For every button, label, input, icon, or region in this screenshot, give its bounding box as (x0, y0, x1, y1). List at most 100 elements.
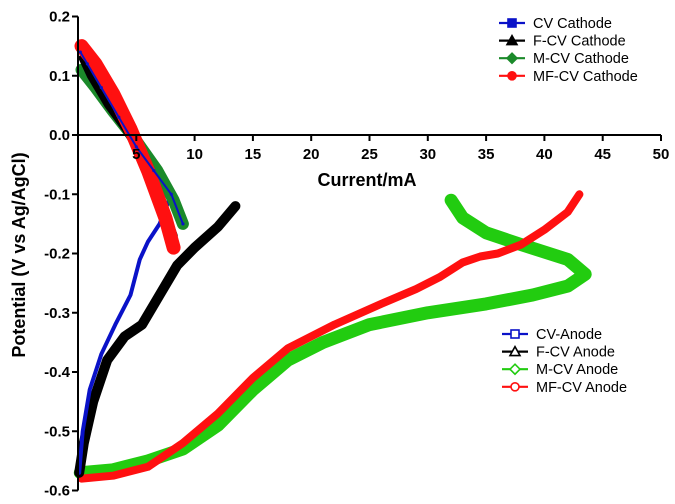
x-tick-label: 10 (186, 146, 203, 163)
y-ticks: 0.2 0.1 0.0 -0.1 -0.2 -0.3 -0.4 -0.5 -0.6 (44, 9, 78, 500)
series-cv-cathode-point (85, 62, 89, 66)
x-tick-label: 30 (419, 146, 436, 163)
series-m-cv-anode-point (449, 198, 453, 202)
series-m-cv-anode-point (111, 468, 115, 472)
series-cv-cathode-point (78, 50, 82, 54)
series-mf-cv-anode-point (566, 210, 570, 214)
series-m-cv-anode-point (484, 231, 488, 235)
x-ticks: 5 10 15 20 25 30 35 40 45 50 (132, 135, 669, 163)
series-cv-cathode-point (181, 222, 185, 226)
series-mf-cv-cathode-point (111, 91, 115, 96)
legend-label-m-cv-anode: M-CV Anode (536, 362, 618, 378)
series-cv-anode-point (138, 257, 142, 262)
series-cv-anode-point (146, 240, 150, 244)
y-tick-label: 0.1 (49, 68, 70, 85)
x-tick-label: 40 (536, 146, 553, 163)
legend-label-mf-cv-anode: MF-CV Anode (536, 380, 627, 396)
series-cv-anode-point (128, 293, 133, 297)
axes: 5 10 15 20 25 30 35 40 45 50 0.2 0.1 0.0 -0.1 -0.2 -0.… (44, 9, 669, 500)
legend-label-cv-cathode: CV Cathode (533, 16, 612, 32)
y-tick-label: -0.2 (44, 246, 70, 263)
series-cv-cathode-point (134, 145, 138, 149)
legend-marker-mf-cv-cathode (507, 71, 517, 81)
series-mf-cv-cathode-point (146, 168, 150, 173)
series-m-cv-anode-point (583, 272, 587, 276)
y-tick-label: -0.6 (44, 483, 70, 500)
y-tick-label: 0.2 (49, 9, 70, 26)
legend-label-cv-anode: CV-Anode (536, 327, 602, 343)
series-f-cv-cathode-point (88, 74, 92, 78)
series-f-cv-anode-point (193, 245, 197, 250)
legend-label-f-cv-cathode: F-CV Cathode (533, 34, 626, 50)
series-m-cv-anode-point (531, 293, 535, 297)
x-tick-label: 35 (478, 146, 495, 163)
series-m-cv-cathode-point (79, 68, 84, 72)
series-mf-cv-anode-point (111, 474, 115, 478)
legend-marker-cv-anode (510, 329, 520, 339)
series-f-cv-anode-point (233, 204, 238, 208)
y-tick-label: -0.4 (44, 364, 71, 381)
series-mf-cv-cathode-point (172, 245, 176, 250)
series-mf-cv-anode-point (577, 192, 581, 196)
y-axis-title: Potential (V vs Ag/AgCl) (9, 152, 29, 357)
series-cv-cathode-point (117, 115, 121, 119)
legend-marker-f-cv-cathode (505, 33, 519, 46)
y-tick-label: -0.1 (44, 186, 70, 203)
series-mf-cv-anode-point (519, 243, 523, 247)
series-f-cv-anode-point (158, 293, 162, 297)
legend-marker-cv-cathode (507, 18, 517, 28)
series-f-cv-anode-point (123, 334, 127, 339)
x-tick-label: 45 (594, 146, 611, 163)
series-curves (73, 39, 592, 483)
series-mf-cv-anode-point (496, 251, 500, 256)
series-cv-cathode-point (99, 86, 103, 90)
series-f-cv-anode-point (105, 358, 109, 362)
series-mf-cv-anode-point (414, 287, 418, 291)
legend-label-f-cv-anode: F-CV Anode (536, 345, 615, 361)
x-tick-label: 25 (361, 146, 378, 163)
series-mf-cv-anode-point (461, 260, 465, 264)
series-mf-cv-anode-point (286, 346, 290, 350)
series-m-cv-anode-point (566, 284, 570, 288)
series-cv-anode-line (77, 192, 174, 475)
series-m-cv-anode-point (321, 340, 325, 344)
series-m-cv-anode-point (286, 358, 290, 362)
series-mf-cv-cathode-point (93, 62, 98, 66)
x-tick-label: 50 (653, 146, 670, 163)
series-mf-cv-anode-line (77, 190, 584, 483)
series-cv-cathode-point (169, 192, 173, 196)
series-m-cv-anode-point (251, 388, 255, 392)
legend-marker-m-cv-anode (508, 363, 522, 376)
series-cv-cathode-point (152, 168, 156, 173)
series-f-cv-anode-point (91, 400, 95, 404)
series-f-cv-anode-point (140, 323, 144, 327)
series-mf-cv-anode-point (181, 441, 185, 445)
series-f-cv-cathode-point (105, 103, 109, 107)
series-m-cv-cathode-point (155, 168, 159, 173)
legend-label-m-cv-cathode: M-CV Cathode (533, 51, 629, 67)
series-mf-cv-cathode-point (79, 44, 84, 48)
series-m-cv-anode-point (367, 323, 372, 327)
series-mf-cv-cathode-point (163, 216, 168, 220)
series-mf-cv-anode-point (437, 275, 442, 279)
series-m-cv-anode-point (566, 257, 570, 262)
y-tick-label: -0.5 (44, 423, 70, 440)
series-mf-cv-anode-point (79, 477, 84, 481)
series-cv-anode-point (99, 352, 103, 356)
series-f-cv-anode-point (175, 263, 179, 267)
legend-marker-m-cv-cathode (505, 52, 519, 65)
x-tick-label: 20 (303, 146, 320, 163)
series-cv-cathode-line (79, 51, 184, 225)
series-mf-cv-anode-point (216, 411, 220, 416)
series-m-cv-anode-point (426, 311, 430, 315)
x-axis-title: Current/mA (317, 170, 416, 190)
x-tick-label: 5 (132, 146, 140, 163)
x-tick-label: 15 (245, 146, 262, 163)
legend-label-mf-cv-cathode: MF-CV Cathode (533, 69, 638, 85)
series-f-cv-anode-point (216, 225, 220, 229)
series-mf-cv-anode-point (542, 228, 547, 232)
series-mf-cv-anode-point (332, 323, 337, 327)
series-mf-cv-anode-point (146, 465, 150, 469)
